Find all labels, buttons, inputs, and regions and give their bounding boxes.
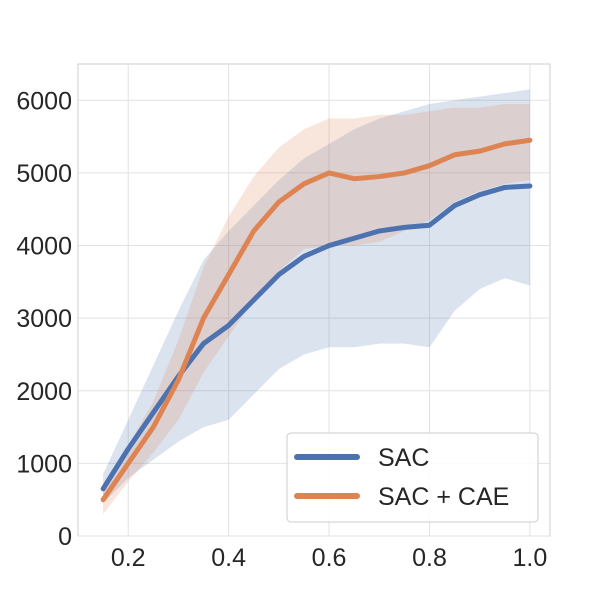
x-tick-label: 1.0 [513,544,548,572]
series-line-1 [100,137,533,503]
y-axis-ticks: 0 1000 2000 3000 4000 5000 6000 [16,87,72,551]
x-tick-label: 0.8 [412,544,447,572]
legend: SAC SAC + CAE [286,432,539,523]
confidence-bands [103,89,530,515]
x-tick-label: 0.2 [111,544,146,572]
y-tick-label: 0 [58,523,72,551]
legend-label-sac-cae: SAC + CAE [378,483,509,511]
y-tick-label: 5000 [16,160,72,188]
y-tick-label: 1000 [16,450,72,478]
y-tick-label: 6000 [16,87,72,115]
x-tick-label: 0.6 [312,544,347,572]
x-tick-label: 0.4 [211,544,246,572]
y-tick-label: 4000 [16,233,72,261]
x-axis-ticks: 0.2 0.4 0.6 0.8 1.0 [111,544,547,572]
series-lines [100,137,533,503]
confidence-band-0 [103,89,530,504]
y-tick-label: 2000 [16,378,72,406]
y-tick-label: 3000 [16,305,72,333]
series-line-0 [100,183,533,492]
confidence-band-1 [103,103,530,515]
legend-label-sac: SAC [378,444,429,472]
